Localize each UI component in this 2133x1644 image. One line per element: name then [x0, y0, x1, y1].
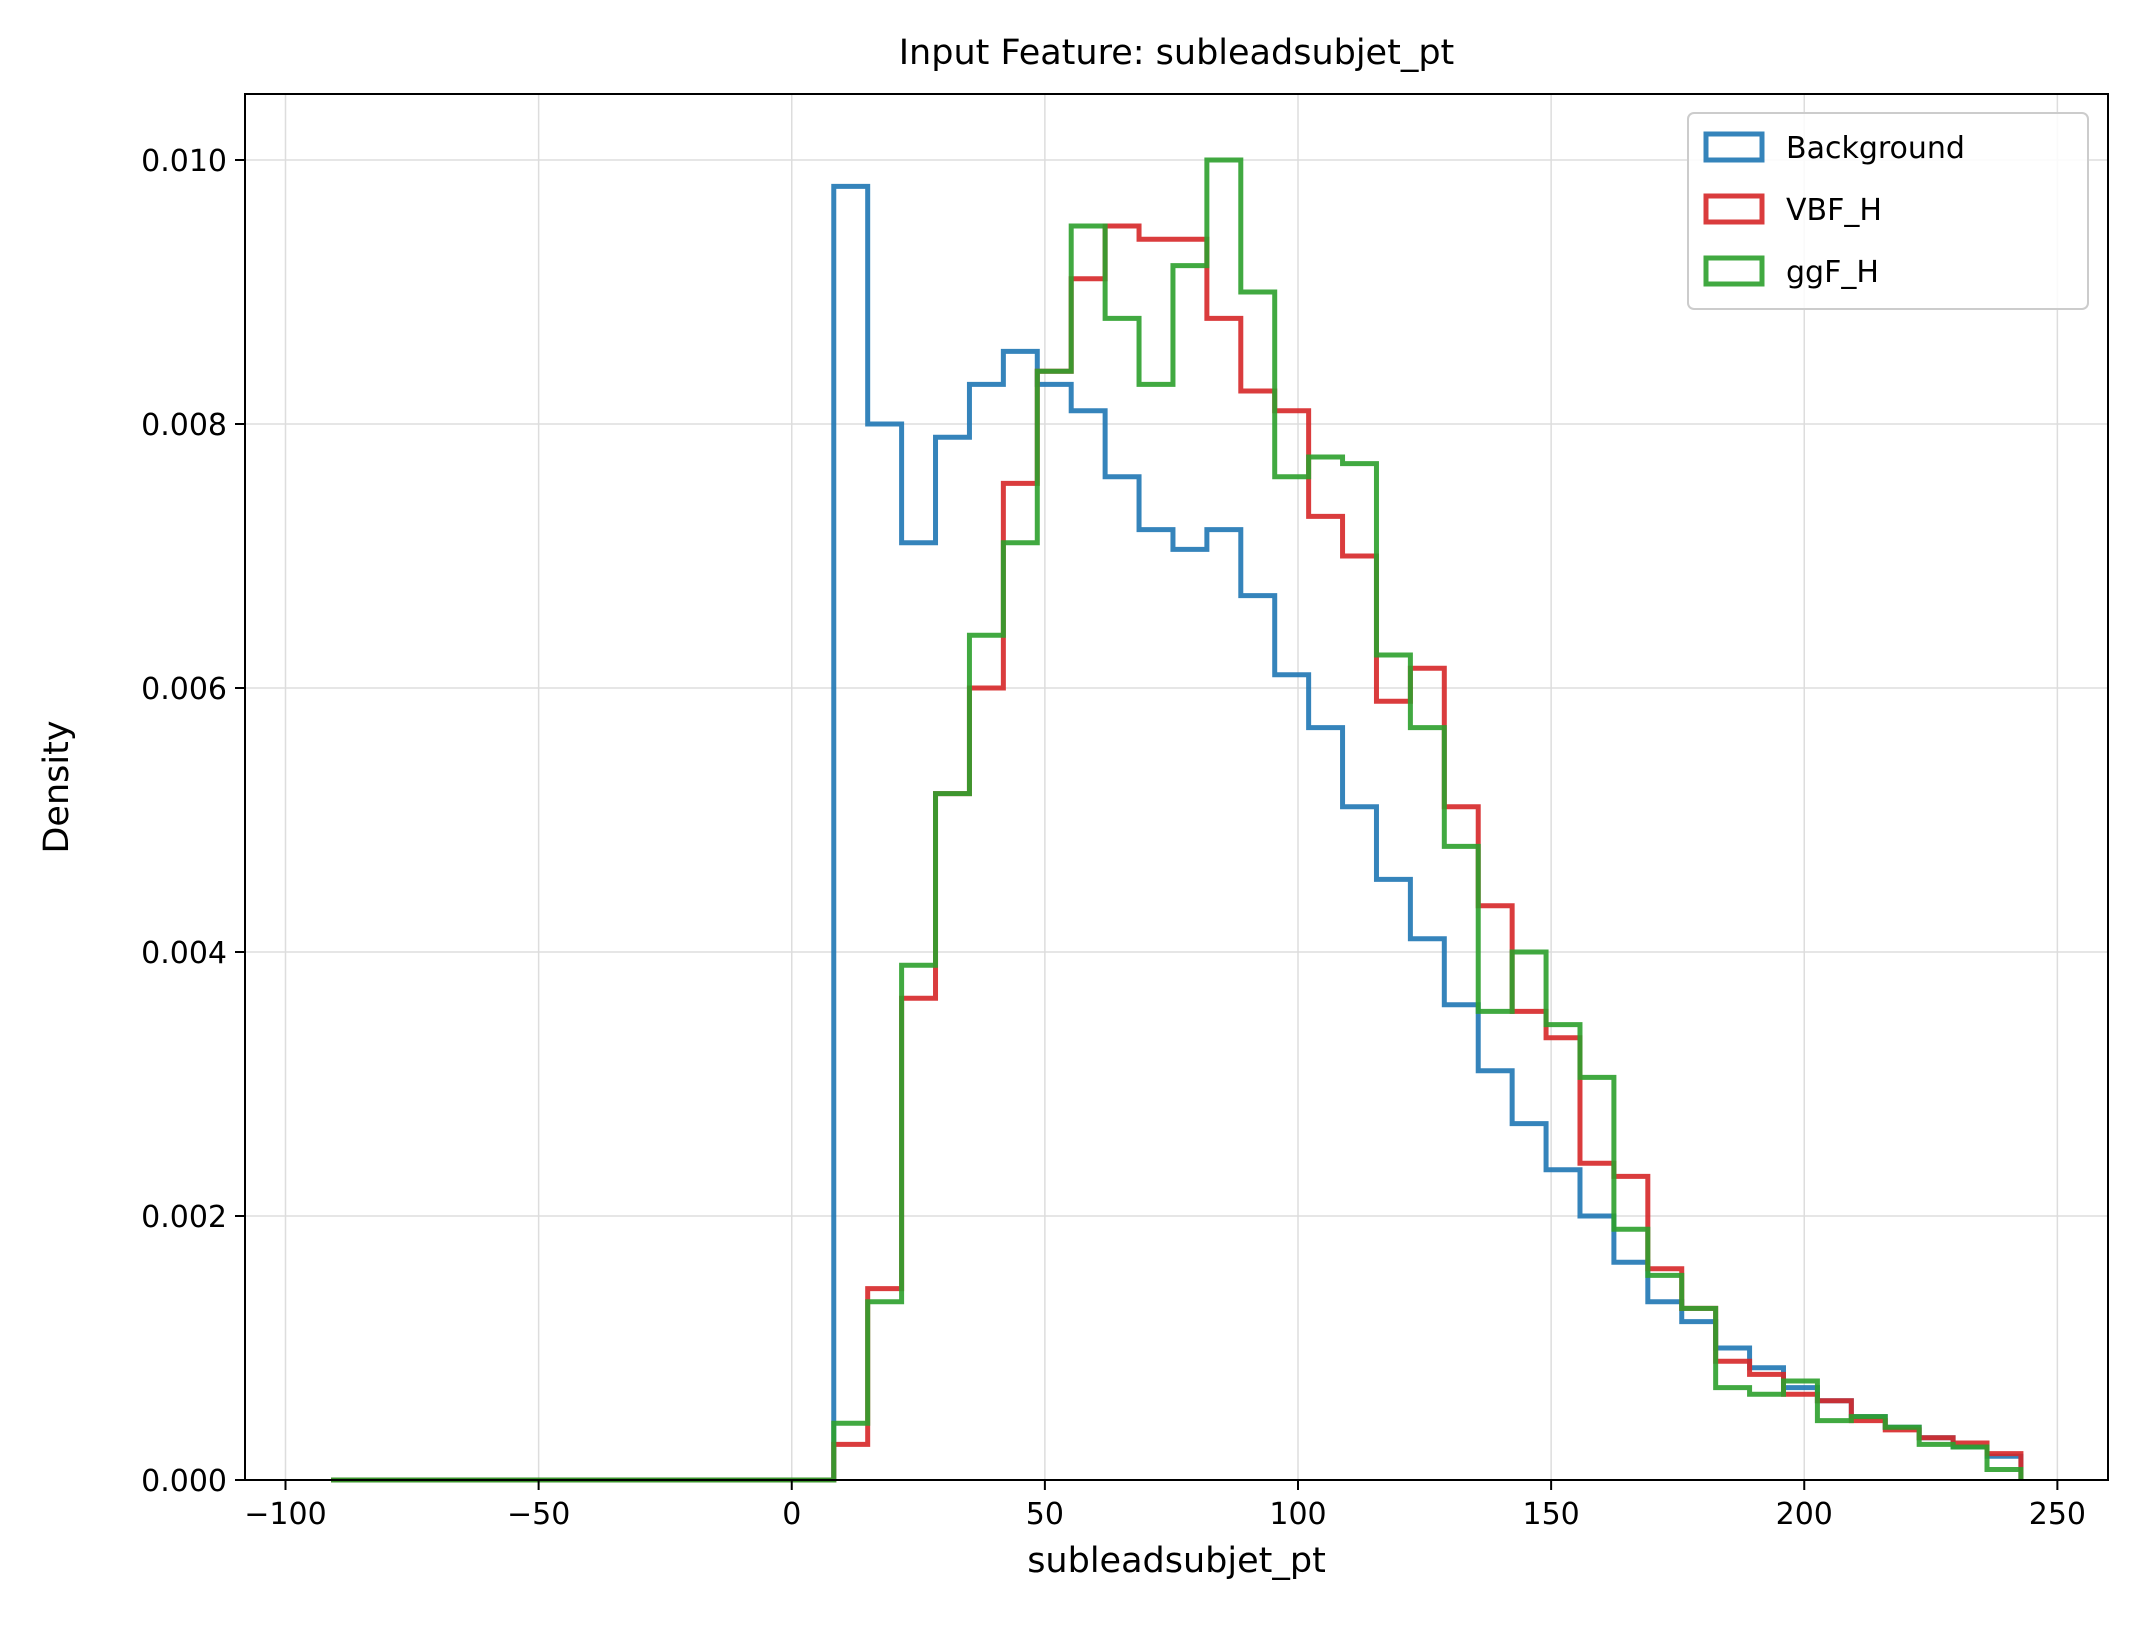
y-tick-label: 0.004 [141, 936, 227, 971]
x-tick-label: 0 [782, 1497, 801, 1532]
x-tick-label: 100 [1269, 1497, 1326, 1532]
series-line-ggF_H [331, 157, 2024, 1483]
legend: Background VBF_H ggF_H [1687, 112, 2089, 310]
legend-label-Background: Background [1786, 131, 1965, 166]
y-axis-label: Density [37, 720, 77, 853]
chart-title: Input Feature: subleadsubjet_pt [899, 33, 1455, 73]
y-tick-label: 0.006 [141, 672, 227, 707]
series-layer [331, 157, 2024, 1483]
series-line-VBF_H [331, 223, 2024, 1483]
y-tick-label: 0.010 [141, 144, 227, 179]
legend-label-ggF_H: ggF_H [1786, 255, 1879, 290]
y-tick-label: 0.000 [141, 1464, 227, 1499]
y-axis-ticks: 0.000 0.002 0.004 0.006 0.008 0.010 [141, 144, 245, 1499]
plot-frame [244, 93, 2109, 1481]
x-axis-label: subleadsubjet_pt [1027, 1541, 1326, 1581]
x-tick-label: −50 [507, 1497, 570, 1532]
x-tick-label: 200 [1776, 1497, 1833, 1532]
x-axis-ticks: −100 −50 0 50 100 150 200 250 [244, 1480, 2086, 1532]
legend-label-VBF_H: VBF_H [1786, 193, 1882, 228]
legend-box [1687, 112, 2089, 310]
legend-swatch-VBF_H [1703, 193, 1765, 225]
y-tick-label: 0.008 [141, 408, 227, 443]
y-tick-label: 0.002 [141, 1200, 227, 1235]
x-tick-label: 50 [1026, 1497, 1064, 1532]
x-tick-label: 150 [1522, 1497, 1579, 1532]
legend-swatch-Background [1703, 131, 1765, 163]
x-tick-label: −100 [244, 1497, 326, 1532]
legend-swatch-ggF_H [1703, 255, 1765, 287]
x-tick-label: 250 [2029, 1497, 2086, 1532]
